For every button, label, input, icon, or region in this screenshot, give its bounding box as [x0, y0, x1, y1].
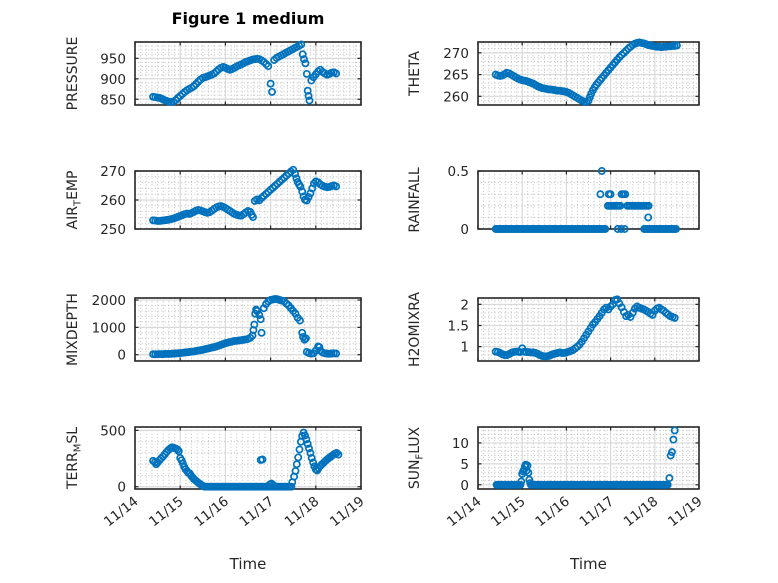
tick-marks	[477, 298, 700, 361]
subplot-air-temp: 250 260 270 AIRTEMP	[65, 164, 362, 238]
plot-background	[478, 171, 699, 229]
y-axis-label: PRESSURE	[65, 37, 81, 111]
svg-text:11/19: 11/19	[665, 494, 706, 531]
svg-text:5: 5	[460, 457, 469, 473]
svg-text:11/17: 11/17	[237, 494, 278, 531]
x-tick-labels: 11/14 11/15 11/16 11/17 11/18 11/19	[101, 494, 368, 531]
tick-marks	[134, 42, 362, 105]
y-tick-labels: 0 500	[100, 423, 126, 495]
data-markers	[491, 295, 679, 361]
axes-box	[134, 41, 362, 106]
x-axis-label: Time	[569, 555, 607, 573]
svg-text:11/15: 11/15	[488, 494, 529, 531]
y-axis-label: THETA	[407, 51, 423, 97]
svg-text:10: 10	[452, 436, 469, 452]
tick-marks	[477, 170, 700, 230]
svg-text:950: 950	[100, 51, 126, 67]
data-markers	[149, 295, 341, 359]
svg-text:265: 265	[443, 68, 469, 84]
svg-text:11/17: 11/17	[577, 494, 618, 531]
svg-text:270: 270	[100, 164, 126, 180]
y-axis-label: RAINFALL	[407, 167, 423, 232]
svg-text:500: 500	[100, 423, 126, 439]
data-markers	[149, 428, 343, 491]
subplot-sun-flux: 0 5 10 SUNFLUX 11/14 11/15 11/16 11/17 11/18 11/1…	[407, 426, 705, 573]
svg-text:0: 0	[117, 348, 126, 364]
svg-text:11/16: 11/16	[191, 494, 232, 531]
y-axis-label: TERRMSL	[65, 427, 84, 490]
data-markers	[491, 38, 681, 106]
y-tick-labels: 00.5	[448, 164, 469, 238]
svg-text:2: 2	[460, 297, 469, 313]
svg-text:260: 260	[100, 193, 126, 209]
svg-text:2000: 2000	[92, 293, 126, 309]
axes-box	[477, 426, 700, 490]
minor-grid	[478, 171, 699, 229]
svg-text:900: 900	[100, 72, 126, 88]
figure-title: Figure 1 medium	[171, 9, 325, 28]
svg-text:1: 1	[460, 340, 469, 356]
subplot-terr-msl: 0 500 TERRMSL 11/14 11/15 11/16 11/17 11/18 11/1…	[65, 423, 367, 573]
y-tick-labels: 0 5 10	[452, 436, 469, 494]
svg-text:0: 0	[460, 222, 469, 238]
svg-text:1.5: 1.5	[448, 318, 469, 334]
svg-text:11/15: 11/15	[146, 494, 187, 531]
svg-text:0: 0	[460, 478, 469, 494]
data-markers	[149, 165, 341, 225]
svg-text:260: 260	[443, 89, 469, 105]
subplot-mixdepth: 0 1000 2000 MIXDEPTH	[65, 293, 362, 366]
minor-grid	[478, 427, 699, 490]
y-tick-labels: 850 900 950	[100, 51, 126, 108]
svg-text:11/19: 11/19	[327, 494, 368, 531]
svg-text:11/18: 11/18	[621, 494, 662, 531]
subplot-pressure: 850 900 950 PRESSURE	[65, 37, 362, 111]
y-tick-labels: 0 1000 2000	[92, 293, 126, 364]
svg-text:11/14: 11/14	[101, 494, 142, 531]
svg-text:11/18: 11/18	[282, 494, 323, 531]
y-axis-label: H2OMIXRA	[407, 292, 423, 367]
y-axis-label: AIRTEMP	[65, 171, 84, 230]
y-axis-label: MIXDEPTH	[65, 293, 81, 366]
svg-text:270: 270	[443, 46, 469, 62]
x-axis-label: Time	[229, 555, 267, 573]
tick-marks	[134, 170, 362, 230]
x-tick-labels: 11/14 11/15 11/16 11/17 11/18 11/19	[444, 494, 706, 531]
data-markers	[149, 40, 341, 107]
svg-text:11/14: 11/14	[444, 494, 485, 531]
svg-text:0.5: 0.5	[448, 164, 469, 180]
data-markers	[491, 167, 680, 233]
svg-text:11/16: 11/16	[532, 494, 573, 531]
svg-text:1000: 1000	[92, 320, 126, 336]
y-tick-labels: 260 265 270	[443, 46, 469, 105]
svg-text:850: 850	[100, 92, 126, 108]
subplot-theta: 260 265 270 THETA	[407, 38, 700, 106]
axes-box	[477, 297, 700, 362]
axes-box	[134, 297, 362, 362]
data-markers	[492, 426, 679, 489]
svg-text:0: 0	[117, 480, 126, 496]
y-tick-labels: 11.52	[448, 297, 469, 355]
y-axis-label: SUNFLUX	[407, 426, 426, 489]
y-tick-labels: 250 260 270	[100, 164, 126, 238]
svg-text:250: 250	[100, 222, 126, 238]
major-grid	[478, 298, 699, 361]
